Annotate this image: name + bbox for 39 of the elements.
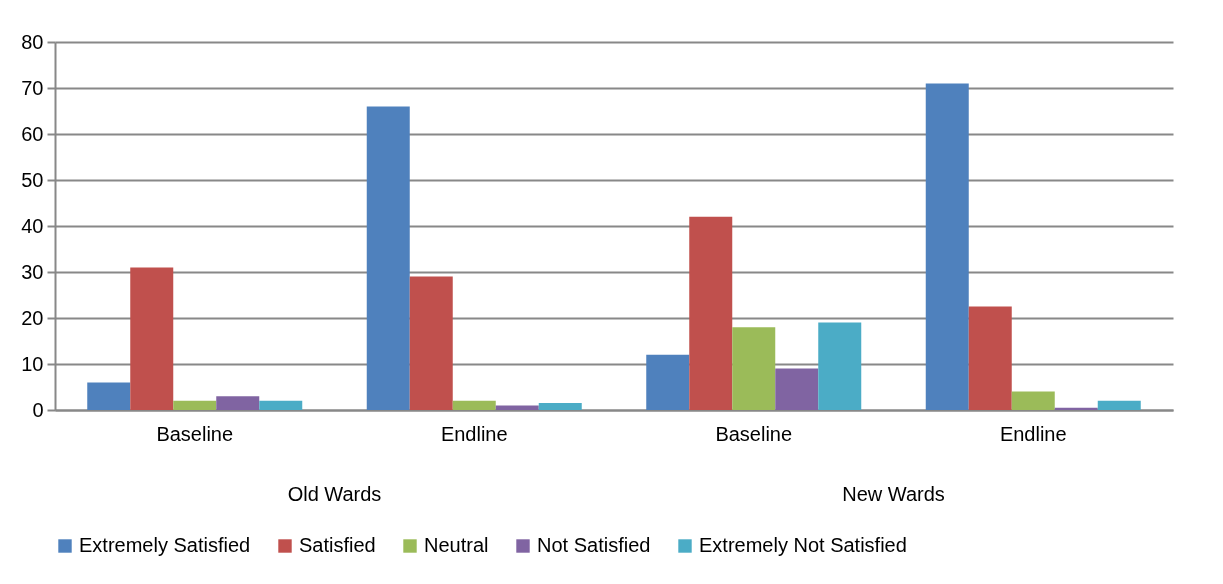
bar — [216, 396, 260, 410]
y-tick-label: 70 — [21, 76, 44, 99]
legend-label: Not Satisfied — [537, 534, 651, 556]
bar — [130, 267, 174, 410]
y-tick-label: 30 — [21, 260, 44, 283]
bar — [1011, 391, 1055, 410]
bar — [775, 368, 819, 410]
x-tick-label: Endline — [999, 422, 1067, 445]
y-tick-label: 0 — [32, 398, 44, 421]
bar — [646, 354, 690, 410]
legend-label: Extremely Not Satisfied — [699, 534, 907, 556]
bar — [925, 83, 969, 410]
bar — [87, 382, 131, 410]
x-tick-label: Baseline — [156, 422, 234, 445]
bar — [968, 306, 1012, 410]
bar — [1097, 400, 1141, 410]
bar — [732, 327, 776, 410]
bar — [409, 276, 453, 410]
y-tick-label: 80 — [21, 30, 44, 53]
legend-label: Satisfied — [299, 534, 376, 556]
legend-label: Extremely Satisfied — [79, 534, 251, 556]
legend-label: Neutral — [424, 534, 489, 556]
y-tick-label: 10 — [21, 352, 44, 375]
y-tick-label: 20 — [21, 306, 44, 329]
y-tick-label: 50 — [21, 168, 44, 191]
x-tick-label: Endline — [440, 422, 508, 445]
bar — [818, 322, 862, 410]
y-tick-label: 60 — [21, 122, 44, 145]
bar — [495, 405, 539, 410]
text: Old Wards — [287, 483, 382, 505]
bar — [173, 400, 217, 410]
bar — [452, 400, 496, 410]
x-tick-label: Baseline — [715, 422, 793, 445]
bar — [689, 216, 733, 410]
bar — [366, 106, 410, 410]
bar — [259, 400, 303, 410]
text: New Wards — [842, 483, 945, 505]
bar — [538, 403, 582, 410]
y-tick-label: 40 — [21, 214, 44, 237]
